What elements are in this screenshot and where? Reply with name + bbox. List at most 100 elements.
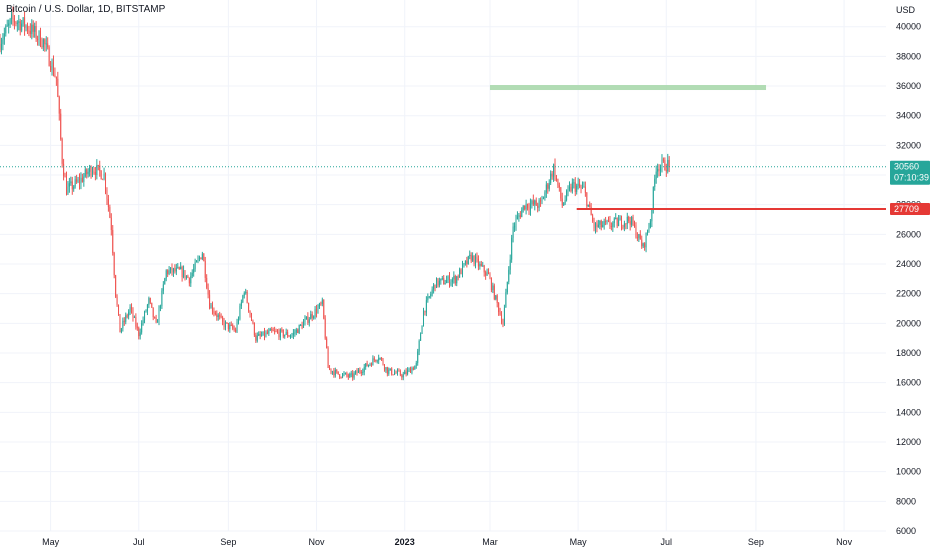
- candle: [26, 25, 28, 31]
- candle: [252, 320, 254, 324]
- candle: [386, 367, 388, 374]
- candle: [298, 324, 300, 334]
- chart-title: Bitcoin / U.S. Dollar, 1D, BITSTAMP: [6, 4, 166, 15]
- candle: [239, 306, 241, 320]
- candle: [91, 171, 94, 176]
- candle: [271, 329, 273, 331]
- candle: [217, 315, 219, 317]
- candle: [534, 200, 536, 205]
- candle: [512, 226, 514, 238]
- candle: [493, 285, 495, 300]
- candle: [206, 277, 208, 288]
- candle: [616, 218, 618, 227]
- candle: [178, 267, 180, 270]
- candle: [308, 319, 310, 323]
- candle: [383, 364, 385, 370]
- candle: [86, 169, 88, 175]
- x-tick-label: Mar: [482, 537, 498, 547]
- candle: [78, 179, 81, 184]
- candle: [407, 370, 409, 375]
- candle: [529, 204, 531, 210]
- candle: [405, 371, 407, 375]
- candle: [128, 311, 130, 317]
- candle: [586, 192, 588, 207]
- candle: [479, 263, 481, 267]
- candle: [527, 203, 529, 209]
- candle: [318, 303, 320, 308]
- candle: [388, 369, 390, 374]
- candle: [620, 217, 623, 228]
- candle: [317, 307, 319, 314]
- candle: [412, 368, 414, 370]
- candle: [188, 277, 190, 284]
- candle: [220, 316, 222, 318]
- candle: [362, 371, 364, 373]
- candle: [409, 368, 411, 373]
- candle: [331, 371, 333, 373]
- y-tick-label: 8000: [896, 496, 916, 506]
- candle: [485, 272, 487, 276]
- candle: [204, 261, 206, 278]
- candle: [441, 278, 443, 280]
- candle: [418, 340, 420, 352]
- candle: [477, 258, 479, 267]
- candle: [499, 312, 501, 315]
- candle: [184, 270, 186, 279]
- candle: [502, 322, 504, 325]
- x-tick-label: May: [570, 537, 588, 547]
- y-tick-label: 40000: [896, 22, 921, 32]
- candle: [303, 322, 305, 328]
- candle: [555, 178, 557, 180]
- candle: [223, 321, 225, 328]
- candle: [613, 218, 615, 223]
- candle: [515, 218, 517, 227]
- candle: [159, 306, 161, 308]
- candle: [593, 220, 595, 229]
- candle: [607, 220, 609, 222]
- candle: [629, 221, 631, 225]
- candle: [63, 163, 65, 176]
- support-tag: [890, 203, 930, 216]
- candle: [600, 220, 602, 228]
- candle: [253, 323, 255, 336]
- candle: [333, 371, 335, 376]
- candle: [287, 332, 289, 337]
- candle: [514, 226, 516, 228]
- x-tick-label: Nov: [836, 537, 853, 547]
- candle: [516, 216, 518, 219]
- candle: [122, 320, 124, 329]
- candle: [612, 222, 614, 227]
- support-label: 27709: [894, 204, 919, 214]
- candle: [373, 358, 375, 360]
- candle: [304, 319, 306, 323]
- candle: [190, 276, 192, 284]
- candle: [279, 329, 281, 338]
- candle: [149, 298, 151, 303]
- candle: [402, 374, 404, 378]
- candle: [164, 278, 166, 285]
- candle: [263, 331, 266, 337]
- candle: [381, 358, 383, 360]
- candle: [213, 311, 215, 313]
- candle: [141, 323, 143, 333]
- candle: [563, 203, 565, 206]
- candle: [444, 283, 446, 285]
- candle: [584, 186, 586, 193]
- candle: [454, 276, 456, 284]
- candle: [577, 183, 579, 186]
- candle: [385, 367, 387, 370]
- candle: [532, 200, 534, 205]
- candle: [300, 324, 302, 326]
- candle: [375, 359, 377, 362]
- candle: [181, 266, 183, 277]
- candle: [274, 330, 276, 332]
- candle: [297, 329, 299, 334]
- x-tick-label: May: [42, 537, 60, 547]
- candle: [292, 332, 294, 336]
- candle: [486, 272, 488, 276]
- candle: [466, 260, 468, 265]
- candle: [107, 198, 109, 208]
- x-tick-label: Jul: [661, 537, 673, 547]
- candle: [605, 220, 607, 222]
